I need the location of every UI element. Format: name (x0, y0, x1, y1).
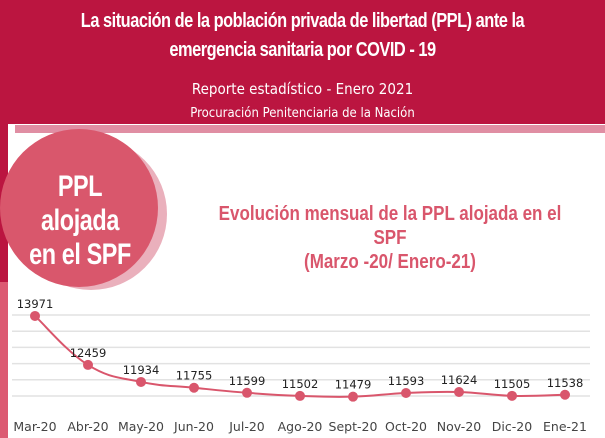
band-corner (8, 125, 15, 133)
data-label: 11538 (547, 376, 584, 390)
section-badge: PPL alojada en el SPF (22, 170, 137, 272)
x-tick-label: Jun-20 (173, 419, 214, 434)
x-tick-label: Oct-20 (385, 419, 427, 434)
data-label: 11479 (335, 378, 372, 392)
data-point (348, 391, 358, 402)
data-point (83, 359, 93, 370)
report-title-line-2: emergencia sanitaria por COVID - 19 (169, 39, 436, 61)
header-accent-band (15, 125, 605, 133)
data-label: 11593 (388, 374, 425, 388)
data-point (242, 387, 252, 398)
chart-title-line-1: Evolución mensual de la PPL alojada en e… (218, 203, 562, 225)
data-label: 11624 (441, 373, 478, 387)
data-label: 13971 (17, 297, 54, 311)
x-tick-label: Ene-21 (543, 419, 587, 434)
badge-circle (0, 129, 158, 287)
data-point (507, 390, 517, 401)
data-label: 11934 (123, 363, 160, 377)
x-tick-label: Dic-20 (492, 419, 532, 434)
report-title-line-1: La situación de la población privada de … (80, 10, 525, 32)
organization-name: Procuración Penitenciaria de la Nación (190, 106, 415, 121)
data-point (401, 387, 411, 398)
data-point (454, 386, 464, 397)
report-subtitle: Reporte estadístico - Enero 2021 (191, 80, 414, 98)
left-border-light (0, 282, 8, 438)
x-tick-label: Nov-20 (437, 419, 482, 434)
x-tick-label: Abr-20 (67, 419, 108, 434)
badge-line-1: PPL alojada (41, 170, 119, 237)
x-tick-label: Mar-20 (13, 419, 56, 434)
badge-line-2: en el SPF (29, 238, 131, 271)
data-point (295, 390, 305, 401)
chart-title-line-3: (Marzo -20/ Enero-21) (304, 251, 476, 273)
chart-title-line-2: SPF (373, 227, 407, 249)
data-point (136, 376, 146, 387)
data-label: 11505 (494, 377, 531, 391)
report-header: La situación de la población privada de … (0, 0, 605, 124)
data-label: 11599 (229, 374, 266, 388)
data-label: 11502 (282, 377, 319, 391)
data-point (30, 310, 40, 321)
x-tick-label: May-20 (118, 419, 164, 434)
data-label: 12459 (70, 346, 107, 360)
x-tick-label: Jul-20 (228, 419, 265, 434)
x-tick-label: Sept-20 (329, 419, 378, 434)
data-point (189, 382, 199, 393)
x-tick-label: Ago-20 (278, 419, 323, 434)
data-label: 11755 (176, 369, 213, 383)
data-point (560, 389, 570, 400)
